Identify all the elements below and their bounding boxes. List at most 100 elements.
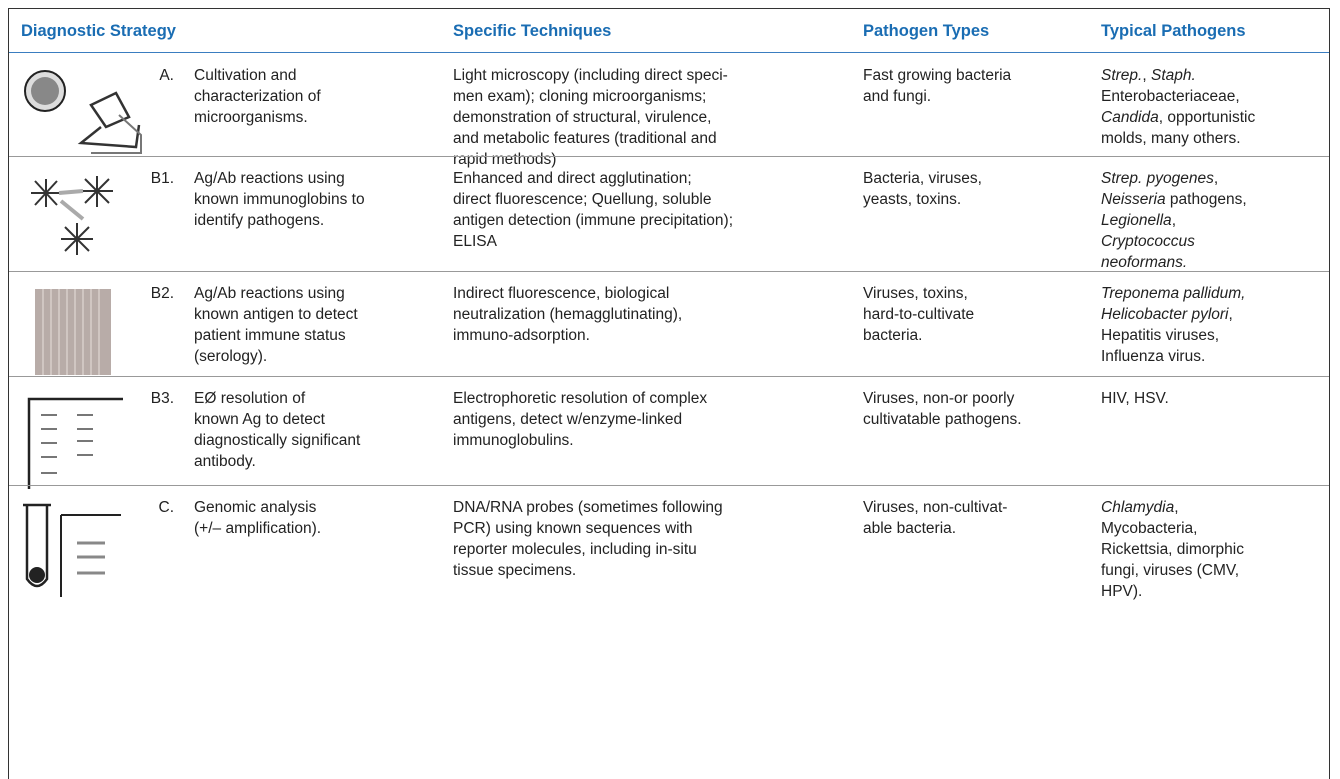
text-line: Mycobacteria, [1101, 518, 1244, 539]
italic-text: Helicobacter pylori [1101, 306, 1229, 323]
italic-text: Legionella [1101, 212, 1172, 229]
header-cell: Diagnostic Strategy [21, 22, 176, 40]
text-line: HPV). [1101, 581, 1244, 602]
text-line: Enhanced and direct agglutination; [453, 170, 692, 187]
header-rule [9, 52, 1329, 53]
text-line: immuno-adsorption. [453, 327, 590, 344]
text-line: Indirect fluorescence, biological [453, 285, 670, 302]
header-cell: Pathogen Types [863, 22, 990, 40]
text-line: able bacteria. [863, 520, 957, 537]
text-line: Helicobacter pylori, [1101, 304, 1245, 325]
text: pathogens, [1165, 191, 1247, 208]
header-cell: Specific Techniques [453, 22, 612, 40]
italic-text: Strep. pyogenes [1101, 170, 1214, 187]
text-line: (serology). [194, 348, 268, 365]
text-line: Fast growing bacteria [863, 67, 1012, 84]
italic-text: Cryptococcus [1101, 233, 1195, 250]
typical-pathogens-cell: Treponema pallidum, Helicobacter pylori, H… [1101, 283, 1245, 367]
techniques-cell: Electrophoretic resolution of complex ant… [453, 388, 707, 451]
typical-pathogens-cell: Strep. pyogenes, Neisseria pathogens, Legi… [1101, 168, 1247, 273]
text-line: characterization of [194, 88, 321, 105]
text-line: known immunoglobins to [194, 191, 365, 208]
text-line: Legionella, [1101, 210, 1247, 231]
text-line: neutralization (hemagglutinating), [453, 306, 683, 323]
text-line: tissue specimens. [453, 562, 577, 579]
text: HIV, HSV. [1101, 390, 1169, 407]
text: Influenza virus. [1101, 348, 1206, 365]
gel-icon [27, 397, 123, 489]
text-line: diagnostically significant [194, 432, 361, 449]
row-label: C. [158, 499, 175, 516]
text-line: Viruses, non-or poorly [863, 390, 1015, 407]
text-line: fungi, viruses (CMV, [1101, 560, 1244, 581]
probe-icon [23, 503, 121, 597]
strategy-cell: Ag/Ab reactions using known immunoglobins… [194, 168, 365, 231]
text-line: identify pathogens. [194, 212, 325, 229]
text-line: molds, many others. [1101, 128, 1255, 149]
text-line: yeasts, toxins. [863, 191, 962, 208]
text-line: known Ag to detect [194, 411, 325, 428]
italic-text: Candida [1101, 109, 1159, 126]
pathogen-types-cell: Viruses, toxins, hard-to-cultivate bacteri… [863, 283, 974, 346]
text-line: Enterobacteriaceae, [1101, 86, 1255, 107]
row-separator [9, 156, 1329, 157]
text-line: Viruses, toxins, [863, 285, 968, 302]
pathogen-types-cell: Bacteria, viruses, yeasts, toxins. [863, 168, 982, 210]
text-line: Rickettsia, dimorphic [1101, 539, 1244, 560]
typical-pathogens-cell: Chlamydia, Mycobacteria, Rickettsia, dimor… [1101, 497, 1244, 602]
text: , [1142, 67, 1151, 84]
text-line: Light microscopy (including direct speci… [453, 67, 728, 84]
strategy-cell: Cultivation and characterization of microo… [194, 65, 321, 128]
row-label: B2. [150, 285, 174, 302]
text-line: hard-to-cultivate [863, 306, 975, 323]
text-line: ELISA [453, 233, 497, 250]
text-line: antigens, detect w/enzyme-linked [453, 411, 683, 428]
text-line: direct fluorescence; Quellung, soluble [453, 191, 712, 208]
text-line: EØ resolution of [194, 390, 306, 407]
text-line: Viruses, non-cultivat- [863, 499, 1008, 516]
techniques-cell: Light microscopy (including direct speci… [453, 65, 728, 170]
text-line: Candida, opportunistic [1101, 107, 1255, 128]
text-line: Neisseria pathogens, [1101, 189, 1247, 210]
typical-pathogens-cell: HIV, HSV. [1101, 388, 1169, 409]
plate-icon [35, 289, 111, 375]
pathogen-types-cell: Viruses, non-cultivat-able bacteria. [863, 497, 1007, 539]
text: molds, many others. [1101, 130, 1241, 147]
text-line: and metabolic features (traditional and [453, 130, 717, 147]
microscope-icon [24, 70, 142, 154]
text: , [1213, 170, 1219, 187]
text-line: Strep., Staph. [1101, 65, 1255, 86]
text-line: cultivatable pathogens. [863, 411, 1022, 428]
text: Enterobacteriaceae, [1101, 88, 1240, 105]
text-line: Influenza virus. [1101, 346, 1245, 367]
text-line: Electrophoretic resolution of complex [453, 390, 708, 407]
row-label: B1. [150, 170, 174, 187]
text: , [1228, 306, 1233, 323]
techniques-cell: Enhanced and direct agglutination; direct… [453, 168, 733, 252]
text: fungi, viruses (CMV, [1101, 562, 1240, 579]
text-line: antigen detection (immune precipitation)… [453, 212, 734, 229]
text-line: known antigen to detect [194, 306, 358, 323]
italic-text: Treponema pallidum, [1101, 285, 1246, 302]
strategy-cell: Ag/Ab reactions using known antigen to de… [194, 283, 358, 367]
text-line: Genomic analysis [194, 499, 317, 516]
text-line: men exam); cloning microorganisms; [453, 88, 707, 105]
text-line: HIV, HSV. [1101, 388, 1169, 409]
text: , opportunistic [1158, 109, 1256, 126]
antibody-icon [31, 176, 113, 255]
text-line: (+/– amplification). [194, 520, 322, 537]
text-line: Treponema pallidum, [1101, 283, 1245, 304]
table: Diagnostic Strategy Specific Techniques … [8, 8, 1330, 779]
text-line: neoformans. [1101, 252, 1247, 273]
text-line: patient immune status [194, 327, 346, 344]
text-line: Bacteria, viruses, [863, 170, 982, 187]
row-separator [9, 376, 1329, 377]
row-separator [9, 271, 1329, 272]
row-label: A. [159, 67, 174, 84]
typical-pathogens-cell: Strep., Staph. Enterobacteriaceae, Candida… [1101, 65, 1255, 149]
text-line: Hepatitis viruses, [1101, 325, 1245, 346]
text-line: rapid methods) [453, 151, 557, 168]
strategy-cell: EØ resolution of known Ag to detect diagno… [194, 388, 360, 472]
text-line: Ag/Ab reactions using [194, 285, 345, 302]
techniques-cell: DNA/RNA probes (sometimes following PCR) … [453, 497, 723, 581]
